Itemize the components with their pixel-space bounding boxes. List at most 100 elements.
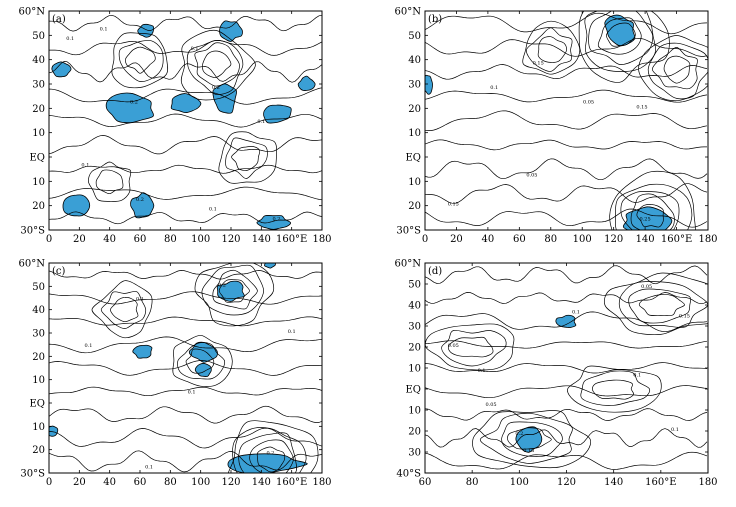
y-tick-label: 40 bbox=[408, 55, 421, 66]
y-tick-label: EQ bbox=[30, 399, 46, 410]
x-tick-label: 20 bbox=[73, 477, 86, 488]
contour-ring bbox=[256, 446, 286, 473]
shaded-region bbox=[219, 20, 243, 42]
y-tick-label: 10 bbox=[408, 406, 421, 417]
shaded-region bbox=[425, 74, 433, 95]
contour-line bbox=[425, 158, 708, 181]
shaded-region bbox=[194, 362, 212, 378]
y-tick-label: 50 bbox=[408, 31, 421, 42]
contour-line bbox=[425, 183, 708, 204]
plot-area: 0.1 0.1 0.1 0.2 0.2 0.1 0.1 0.2 0.1 0.2 bbox=[49, 14, 322, 230]
shaded-region bbox=[130, 192, 155, 219]
contour-ring bbox=[172, 334, 233, 387]
x-tick-label: 0 bbox=[46, 477, 52, 488]
contour-label: 0.05 bbox=[448, 343, 459, 349]
contour-ring bbox=[525, 27, 573, 72]
contour-label: 0.1 bbox=[188, 390, 196, 396]
shaded-region bbox=[256, 215, 292, 230]
contour-line bbox=[425, 64, 708, 80]
y-tick-label: 30 bbox=[32, 80, 45, 91]
contour-label: 0.1 bbox=[136, 296, 144, 302]
x-tick-label: 60 bbox=[134, 477, 147, 488]
contour-ring bbox=[100, 291, 147, 329]
contour-line bbox=[49, 87, 322, 105]
shaded-region bbox=[264, 263, 276, 269]
contour-ring bbox=[609, 170, 696, 230]
contour-line bbox=[425, 110, 708, 131]
contour-ring bbox=[606, 22, 636, 47]
plot-frame bbox=[48, 262, 323, 474]
shaded-region bbox=[105, 92, 154, 124]
contour-line bbox=[49, 405, 322, 424]
contour-ring bbox=[630, 193, 675, 230]
shaded-region bbox=[170, 93, 202, 114]
contour-line bbox=[425, 139, 707, 151]
x-tick-label: 140 bbox=[636, 234, 655, 245]
contour-label: 0.15 bbox=[523, 448, 534, 454]
contour-label: 0.1 bbox=[490, 85, 498, 91]
contour-line bbox=[49, 211, 322, 225]
contour-ring bbox=[507, 427, 552, 450]
contour-label: 0.25 bbox=[640, 216, 651, 222]
contour-label: 0.1 bbox=[288, 329, 296, 335]
x-tick-label: 100 bbox=[573, 234, 592, 245]
contour-ring bbox=[225, 137, 268, 179]
contour-ring bbox=[177, 342, 226, 380]
y-tick-label: 20 bbox=[408, 104, 421, 115]
y-tick-label: 10 bbox=[408, 128, 421, 139]
contour-label: 0.15 bbox=[533, 61, 544, 67]
y-tick-label: 60°N bbox=[19, 7, 46, 18]
contour-label: 0.1 bbox=[671, 427, 679, 433]
contour-ring bbox=[588, 11, 654, 66]
contour-ring bbox=[125, 46, 156, 74]
contour-label: 0.1 bbox=[478, 368, 486, 374]
y-tick-label: 30°S bbox=[20, 226, 45, 237]
x-tick-label: 100 bbox=[191, 477, 210, 488]
panel-label: (d) bbox=[428, 266, 442, 277]
x-tick-label: 140 bbox=[252, 234, 271, 245]
x-tick-label: 180 bbox=[698, 234, 717, 245]
contour-line bbox=[49, 186, 322, 201]
contour-ring bbox=[186, 40, 244, 95]
contour-ring bbox=[447, 336, 494, 358]
contour-ring bbox=[663, 55, 691, 84]
shaded-region bbox=[263, 104, 292, 124]
contour-label: 0.15 bbox=[679, 314, 690, 320]
contour-line bbox=[49, 39, 322, 56]
contour-line bbox=[425, 292, 708, 305]
plot-area: 0.1 0.1 0.2 0.1 0.1 0.2 0.1 bbox=[49, 263, 322, 473]
y-tick-label: 20 bbox=[32, 104, 45, 115]
contour-line bbox=[425, 208, 708, 228]
contour-line bbox=[425, 385, 708, 399]
x-tick-label: 0 bbox=[422, 234, 428, 245]
y-tick-label: 30 bbox=[408, 322, 421, 333]
contour-label: 0.1 bbox=[100, 26, 108, 32]
y-tick-label: 20 bbox=[408, 343, 421, 354]
contour-ring bbox=[194, 263, 275, 327]
contour-ring bbox=[201, 264, 264, 316]
contour-line bbox=[425, 265, 708, 285]
x-tick-label: 160°E bbox=[661, 234, 692, 245]
y-tick-label: 50 bbox=[32, 282, 45, 293]
panel-b: 0.15 0.1 0.05 0.15 0.25 0.05 0.15 0 20 40 60 80 100 1… bbox=[395, 7, 718, 246]
contour-ring bbox=[185, 348, 215, 374]
contour-label: 0.05 bbox=[641, 284, 652, 290]
y-tick-label: 60°N bbox=[395, 259, 422, 270]
contour-ring bbox=[249, 439, 294, 473]
y-tick-label: EQ bbox=[30, 153, 46, 164]
contour-ring bbox=[110, 297, 139, 323]
y-tick-label: 60°N bbox=[19, 259, 46, 270]
contour-label: 0.05 bbox=[583, 99, 594, 105]
y-tick-label: 10 bbox=[32, 375, 45, 386]
y-tick-label: EQ bbox=[406, 153, 422, 164]
x-tick-label: 160°E bbox=[645, 477, 676, 488]
contour-label: 0.2 bbox=[266, 450, 274, 456]
contour-line bbox=[49, 270, 322, 280]
contour-label: 0.15 bbox=[636, 104, 647, 110]
contour-ring bbox=[537, 36, 567, 63]
contour-ring bbox=[501, 421, 563, 457]
y-tick-label: 10 bbox=[408, 364, 421, 375]
contour-ring bbox=[628, 288, 692, 324]
contour-label: 0.1 bbox=[257, 119, 265, 125]
contour-ring bbox=[218, 279, 250, 303]
